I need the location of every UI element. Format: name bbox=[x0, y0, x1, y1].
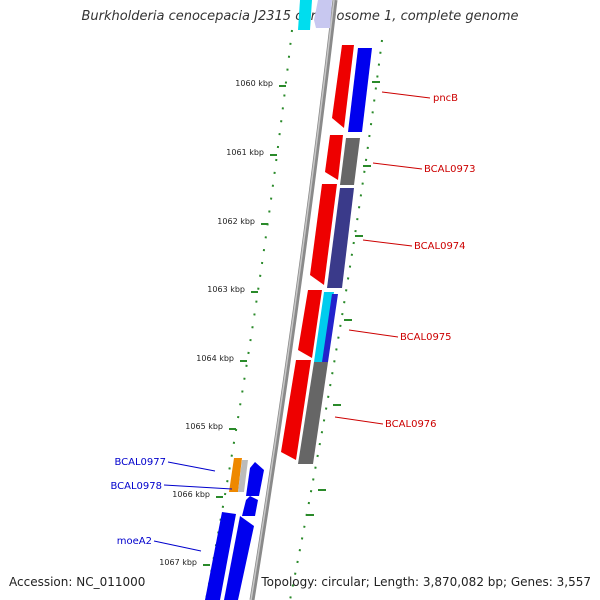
red-feature-BCAL0974 bbox=[310, 184, 337, 285]
cyan-feature-BCAL0975 bbox=[314, 292, 334, 362]
ruler-label-1067: 1067 kbp bbox=[159, 558, 197, 567]
genome-backbone-highlight bbox=[250, 0, 335, 600]
ruler-label-1062: 1062 kbp bbox=[217, 217, 255, 226]
summary-text: Topology: circular; Length: 3,870,082 bp… bbox=[261, 575, 591, 589]
top-lavender-feature bbox=[314, 0, 332, 28]
gray-feature-BCAL0973 bbox=[340, 138, 360, 185]
outer-guide-dots bbox=[289, 39, 383, 600]
red-feature-BCAL0973 bbox=[325, 135, 343, 180]
gene-label-moeA2: moeA2 bbox=[117, 536, 152, 547]
gene-label-BCAL0974: BCAL0974 bbox=[414, 241, 466, 252]
gray-feature-BCAL0977 bbox=[238, 460, 248, 492]
red-feature-BCAL0975 bbox=[298, 290, 322, 358]
blue-strip-BCAL0975 bbox=[322, 294, 338, 362]
ruler-label-1066: 1066 kbp bbox=[172, 490, 210, 499]
ruler: 1060 kbp 1061 kbp 1062 kbp 1063 kbp 1064… bbox=[159, 79, 286, 567]
gene-label-BCAL0978: BCAL0978 bbox=[110, 481, 162, 492]
gene-label-BCAL0977: BCAL0977 bbox=[114, 457, 166, 468]
ruler-label-1061: 1061 kbp bbox=[226, 148, 264, 157]
gene-label-BCAL0973: BCAL0973 bbox=[424, 164, 476, 175]
gene-label-pncB: pncB bbox=[433, 93, 458, 104]
blue-feature-BCAL0977 bbox=[246, 462, 264, 496]
outer-minor-ticks bbox=[306, 81, 380, 516]
accession-text: Accession: NC_011000 bbox=[9, 575, 146, 589]
orange-feature-BCAL0977 bbox=[229, 458, 242, 492]
gene-label-BCAL0976: BCAL0976 bbox=[385, 419, 437, 430]
top-cyan-feature bbox=[298, 0, 312, 30]
blue-feature-moeA2-b bbox=[224, 516, 254, 600]
red-feature-pncB bbox=[332, 45, 354, 128]
purple-feature-BCAL0974 bbox=[327, 188, 354, 288]
red-feature-BCAL0976 bbox=[281, 360, 311, 460]
leader-lines bbox=[153, 91, 431, 552]
ruler-label-1065: 1065 kbp bbox=[185, 422, 223, 431]
ruler-label-1060: 1060 kbp bbox=[235, 79, 273, 88]
gene-label-BCAL0975: BCAL0975 bbox=[400, 332, 452, 343]
genome-backbone bbox=[249, 0, 338, 600]
ruler-label-1063: 1063 kbp bbox=[207, 285, 245, 294]
blue-feature-BCAL0978 bbox=[242, 496, 258, 516]
blue-feature-pncB bbox=[348, 48, 372, 132]
gray-feature-BCAL0976 bbox=[298, 362, 328, 464]
blue-feature-moeA2-a bbox=[205, 512, 236, 600]
ruler-label-1064: 1064 kbp bbox=[196, 354, 234, 363]
